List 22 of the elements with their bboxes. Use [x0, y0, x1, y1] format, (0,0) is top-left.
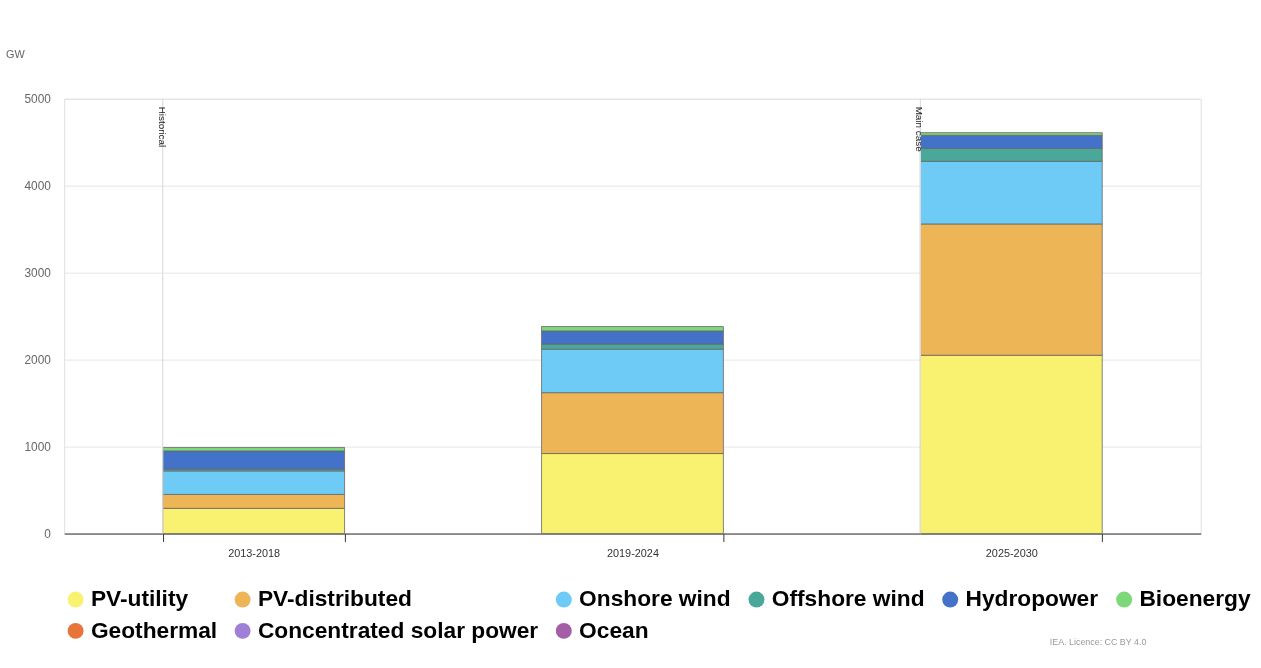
- legend-label: Offshore wind: [771, 585, 925, 612]
- y-tick-label: 5000: [24, 92, 52, 107]
- y-tick-label: 3000: [24, 266, 52, 281]
- y-tick-label: 0: [44, 527, 52, 541]
- y-axis-title: GW: [5, 47, 26, 60]
- text: IEA. Licence: CC BY 4.0: [1049, 637, 1147, 648]
- legend-label: PV-distributed: [257, 585, 412, 612]
- ref-line-label: Historical: [156, 106, 168, 148]
- legend-label: Concentrated solar power: [257, 616, 539, 643]
- legend-label: Ocean: [579, 616, 649, 643]
- legend-label: Onshore wind: [579, 585, 731, 612]
- legend-label: Hydropower: [965, 585, 1099, 612]
- y-tick-label: 4000: [24, 179, 52, 194]
- x-tick-label: 2019-2024: [607, 546, 659, 559]
- legend-label: PV-utility: [90, 585, 189, 612]
- legend-label: Geothermal: [90, 616, 218, 643]
- x-tick-label: 2013-2018: [228, 546, 281, 559]
- y-tick-label: 2000: [24, 353, 52, 368]
- legend-label: Bioenergy: [1139, 585, 1251, 612]
- ref-line-label: Main case: [914, 106, 926, 153]
- x-tick-label: 2025-2030: [985, 546, 1038, 559]
- y-tick-label: 1000: [24, 440, 52, 455]
